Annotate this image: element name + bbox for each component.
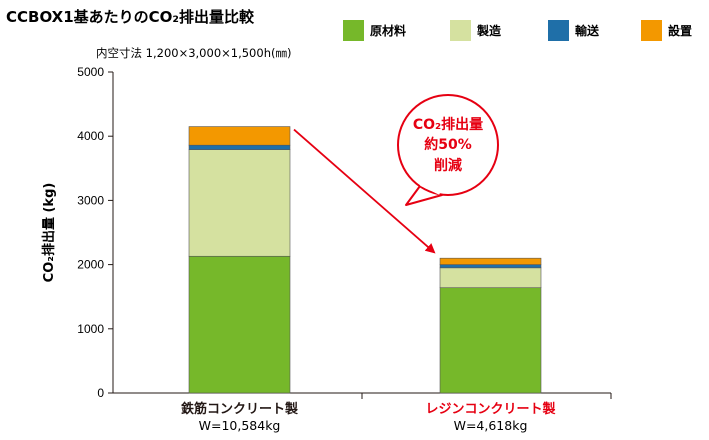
y-tick-label: 2000 (77, 258, 104, 272)
bar-segment-0-製造 (188, 149, 291, 257)
bar-segment-0-原材料 (188, 255, 291, 394)
legend-label: 製造 (476, 23, 502, 38)
legend-swatch (548, 20, 569, 41)
speech-bubble (397, 94, 499, 196)
callout-text: 削減 (434, 157, 462, 174)
legend-label: 輸送 (575, 23, 600, 38)
y-tick-label: 0 (97, 386, 104, 400)
chart-subtitle: 内空寸法 1,200×3,000×1,500h(㎜) (96, 46, 291, 60)
legend-swatch (450, 20, 471, 41)
bar-segment-0-設置 (188, 126, 291, 146)
legend-label: 原材料 (370, 23, 406, 38)
callout-text: CO₂排出量 (413, 116, 483, 133)
legend-label: 設置 (668, 23, 692, 38)
y-axis-label: CO₂排出量 (kg) (41, 183, 57, 283)
reduction-arrow (293, 128, 436, 254)
bubble-joint (420, 182, 441, 195)
legend: 原材料 製造 輸送 設置 (343, 20, 692, 41)
y-tick-label: 3000 (77, 193, 104, 207)
bar-segment-1-製造 (439, 267, 542, 289)
legend-swatch (343, 20, 364, 41)
chart-title: CCBOX1基あたりのCO₂排出量比較 (6, 8, 255, 26)
y-tick-label: 1000 (77, 322, 104, 336)
legend-swatch (641, 20, 662, 41)
callout-text: 約50% (424, 136, 472, 153)
y-tick-label: 4000 (77, 129, 104, 143)
y-axis-title: CO₂排出量 (kg) (41, 183, 57, 283)
y-axis: 0 1000 2000 3000 4000 5000 (77, 65, 612, 400)
bar-segment-1-原材料 (439, 287, 542, 394)
bar-segment-0-輸送 (188, 144, 291, 150)
bar-segment-1-輸送 (439, 264, 542, 269)
category-weight: W=4,618kg (454, 418, 528, 433)
category-label: レジンコンクリート製 (425, 401, 555, 417)
bar-segment-1-設置 (439, 257, 542, 265)
bars (188, 126, 542, 394)
y-tick-label: 5000 (77, 65, 104, 79)
category-label: 鉄筋コンクリート製 (181, 401, 298, 417)
category-weight: W=10,584kg (199, 418, 281, 433)
